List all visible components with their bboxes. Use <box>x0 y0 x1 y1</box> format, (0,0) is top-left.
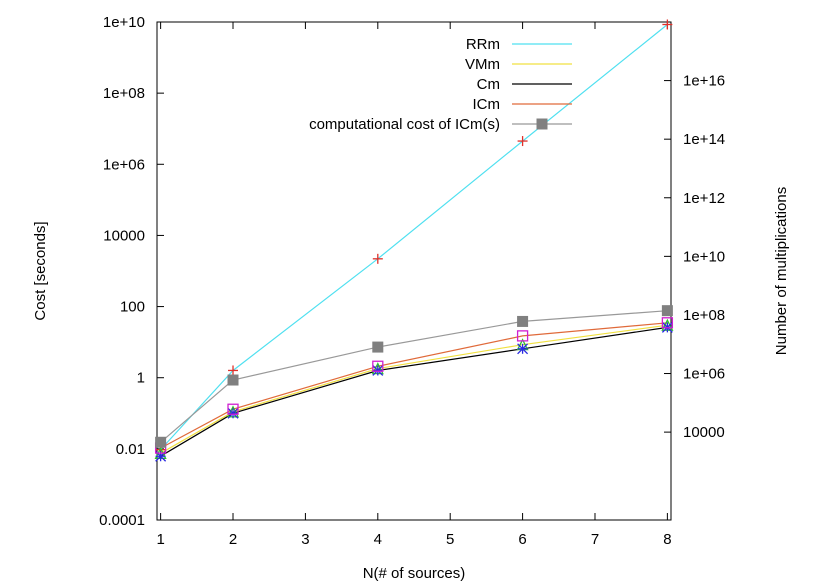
series-4-point <box>517 315 529 327</box>
series-markers <box>154 19 674 462</box>
y-tick-label: 0.01 <box>116 441 145 458</box>
series-4-point <box>661 305 673 317</box>
y-tick-label: 10000 <box>103 227 145 244</box>
x-axis-ticks: 1 2 3 4 5 6 7 8 <box>156 22 672 548</box>
x-tick-label: 5 <box>446 531 454 548</box>
series-4-point <box>372 341 384 353</box>
x-tick-label: 8 <box>663 531 671 548</box>
legend-label: computational cost of ICm(s) <box>309 116 500 133</box>
x-tick-label: 6 <box>518 531 526 548</box>
y2-tick-label: 1e+06 <box>683 366 725 383</box>
x-tick-label: 4 <box>374 531 382 548</box>
y2-tick-label: 1e+08 <box>683 307 725 324</box>
series-line-1 <box>160 324 668 454</box>
y2-tick-label: 1e+10 <box>683 248 725 265</box>
y-tick-label: 1e+06 <box>103 156 145 173</box>
y-tick-label: 1e+08 <box>103 85 145 102</box>
x-tick-label: 7 <box>591 531 599 548</box>
y-tick-label: 0.0001 <box>99 512 145 529</box>
y-tick-label: 1 <box>137 370 145 387</box>
series-line-2 <box>160 326 668 457</box>
y-tick-label: 1e+10 <box>103 14 145 31</box>
y2-tick-label: 1e+14 <box>683 131 725 148</box>
legend-label: Cm <box>477 76 500 93</box>
series-0-point <box>228 365 239 376</box>
y2-tick-label: 10000 <box>683 424 725 441</box>
plot-frame <box>156 21 672 521</box>
series-0-point <box>662 19 673 30</box>
series-lines <box>160 24 668 457</box>
legend-marker <box>536 118 548 130</box>
series-4-point <box>227 374 239 386</box>
series-3-point <box>227 403 239 415</box>
y-axis-title: Cost [seconds] <box>32 221 49 320</box>
legend-label: RRm <box>466 36 500 53</box>
legend: RRm VMm Cm ICm computational cost of ICm(s) <box>309 36 572 133</box>
y2-axis-ticks: 10000 1e+06 1e+08 1e+10 1e+12 1e+14 1e+16 <box>664 73 725 441</box>
x-tick-label: 1 <box>156 531 164 548</box>
series-4-point <box>155 436 167 448</box>
y2-axis-title: Number of multiplications <box>773 187 790 355</box>
x-tick-label: 3 <box>301 531 309 548</box>
y-tick-label: 100 <box>120 299 145 316</box>
legend-label: VMm <box>465 56 500 73</box>
series-3-point <box>372 360 384 372</box>
series-2-point <box>227 407 239 419</box>
y2-tick-label: 1e+16 <box>683 73 725 90</box>
series-line-0 <box>160 24 668 451</box>
series-0-point <box>372 253 383 264</box>
series-2-point <box>517 343 529 355</box>
series-2-point <box>372 364 384 376</box>
x-axis-title: N(# of sources) <box>363 565 466 582</box>
x-tick-label: 2 <box>229 531 237 548</box>
series-0-point <box>517 136 528 147</box>
legend-label: ICm <box>473 96 501 113</box>
y-axis-ticks: 0.0001 0.01 1 100 10000 1e+06 1e+08 1e+10 <box>99 14 164 529</box>
series-3-point <box>516 330 529 342</box>
series-3-point <box>661 317 674 329</box>
y2-tick-label: 1e+12 <box>683 190 725 207</box>
